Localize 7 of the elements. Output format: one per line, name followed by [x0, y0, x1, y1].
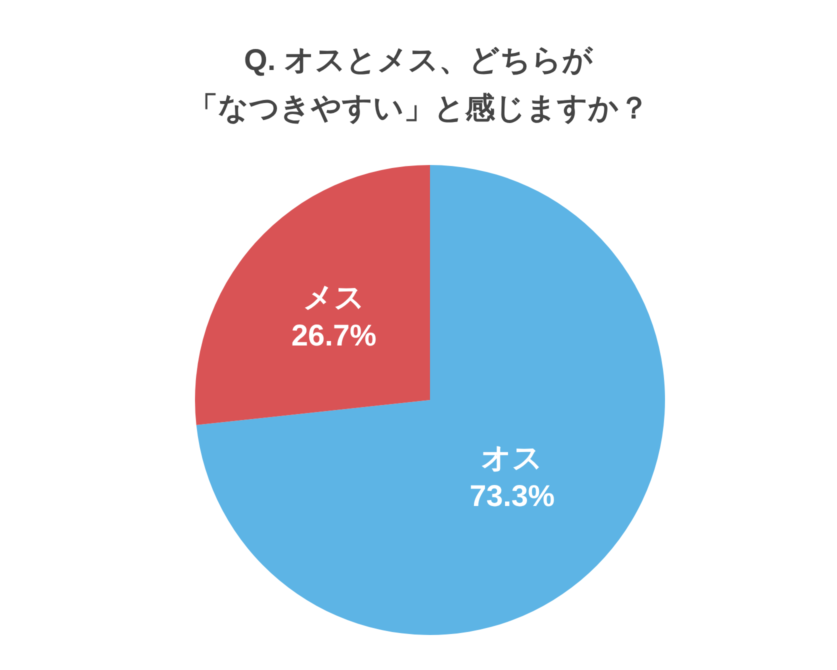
data-label: 26.7% — [291, 320, 376, 353]
data-label: 73.3% — [470, 480, 555, 513]
slice-label: オス — [481, 442, 544, 475]
pie-slice — [196, 165, 665, 635]
slice-label: メス — [302, 282, 365, 315]
pie-slice — [195, 165, 430, 426]
chart-title: Q. オスとメス、どちらが「なつきやすい」と感じますか？ — [188, 44, 649, 125]
